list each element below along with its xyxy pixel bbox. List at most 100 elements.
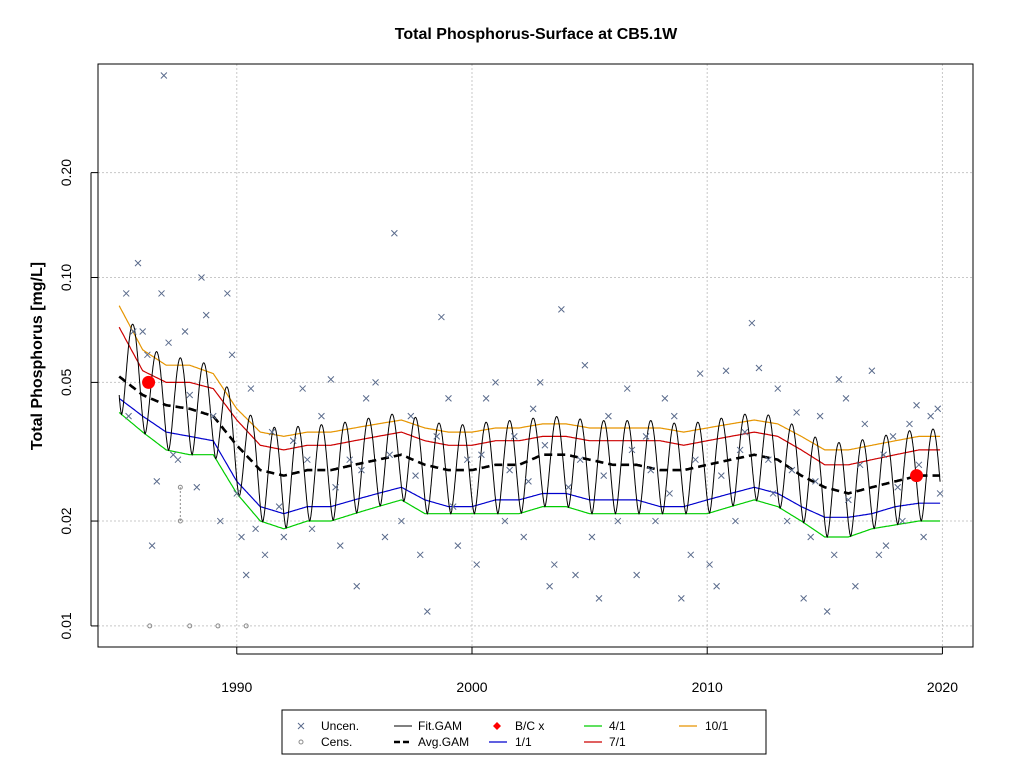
uncensored-point xyxy=(852,582,859,590)
uncensored-point xyxy=(692,456,699,464)
uncensored-point xyxy=(318,412,325,420)
baseline-current-point xyxy=(142,375,156,389)
uncensored-point xyxy=(433,433,441,440)
uncensored-point xyxy=(492,379,499,386)
uncensored-point xyxy=(181,328,189,335)
x-tick-label: 2020 xyxy=(927,679,958,695)
legend-uncen-marker xyxy=(297,722,305,730)
uncensored-point xyxy=(478,451,485,459)
uncensored-point xyxy=(398,517,405,525)
uncensored-point xyxy=(687,551,695,559)
uncensored-point xyxy=(628,446,636,454)
uncensored-point xyxy=(732,517,739,525)
uncensored-point xyxy=(807,533,815,541)
uncensored-point xyxy=(661,394,669,402)
legend-10-1-label: 10/1 xyxy=(705,719,729,733)
legend-box xyxy=(281,709,767,755)
uncensored-point xyxy=(835,376,843,383)
uncensored-point xyxy=(125,412,132,420)
uncensored-point xyxy=(280,533,288,541)
uncensored-point xyxy=(546,582,553,590)
legend: Uncen. Cens. Fit.GAM Avg.GAM B/C x 1/1 4/1 7/1 1… xyxy=(281,709,767,755)
uncensored-point xyxy=(936,490,944,497)
uncensored-point xyxy=(595,594,603,602)
uncensored-point xyxy=(308,525,316,533)
censored-point xyxy=(215,623,221,629)
uncensored-point xyxy=(463,456,471,464)
uncensored-point xyxy=(915,461,923,469)
y-tick-label: 0.05 xyxy=(58,369,74,396)
uncensored-point xyxy=(520,533,528,541)
uncensored-point xyxy=(209,412,217,420)
uncensored-point xyxy=(139,328,147,335)
uncensored-point xyxy=(501,517,509,525)
censored-point xyxy=(243,623,249,629)
legend-cens-marker xyxy=(298,739,304,745)
uncensored-point xyxy=(558,306,565,313)
legend-7-1-label: 7/1 xyxy=(609,735,626,749)
uncensored-point xyxy=(755,364,763,372)
uncensored-point xyxy=(706,561,713,568)
uncensored-point xyxy=(717,472,725,479)
uncensored-point xyxy=(261,551,269,559)
uncensored-point xyxy=(224,290,231,297)
uncensored-point xyxy=(623,385,631,392)
x-tick-label: 2010 xyxy=(692,679,723,695)
uncensored-point xyxy=(289,437,297,445)
uncensored-point xyxy=(844,496,852,504)
uncensored-point xyxy=(765,456,772,464)
uncensored-point xyxy=(228,351,236,359)
uncensored-point xyxy=(652,517,659,525)
uncensored-point xyxy=(842,394,850,402)
uncensored-point xyxy=(868,367,876,375)
uncensored-point xyxy=(160,72,168,79)
uncensored-point xyxy=(529,405,537,413)
points xyxy=(122,72,944,629)
series-fit-gam xyxy=(118,323,941,538)
uncensored-point xyxy=(332,483,339,491)
legend-1-1-label: 1/1 xyxy=(515,735,532,749)
uncensored-point xyxy=(386,451,394,459)
y-tick-label: 0.20 xyxy=(58,159,74,186)
uncensored-point xyxy=(202,311,210,319)
legend-avg-label: Avg.GAM xyxy=(418,735,469,749)
uncensored-point xyxy=(186,391,194,399)
series-1-1 xyxy=(118,397,941,518)
uncensored-point xyxy=(642,433,650,440)
uncensored-point xyxy=(216,517,224,525)
censored-point xyxy=(147,623,153,629)
series-10-1 xyxy=(118,305,941,451)
uncensored-point xyxy=(247,385,255,392)
plot-area xyxy=(97,63,974,648)
uncensored-point xyxy=(336,542,344,549)
uncensored-point xyxy=(913,401,920,409)
uncensored-point xyxy=(823,608,831,615)
uncensored-point xyxy=(722,367,730,375)
uncensored-point xyxy=(550,561,558,568)
uncensored-point xyxy=(816,412,824,420)
uncensored-point xyxy=(275,503,283,510)
legend-bc-marker xyxy=(493,722,501,730)
uncensored-point xyxy=(233,490,241,497)
uncensored-point xyxy=(372,379,379,386)
series-avg-gam xyxy=(118,375,941,495)
uncensored-point xyxy=(412,472,419,479)
uncensored-point xyxy=(327,376,335,383)
uncensored-point xyxy=(633,571,640,579)
legend-4-1-label: 4/1 xyxy=(609,719,626,733)
uncensored-point xyxy=(303,456,311,464)
uncensored-point xyxy=(788,466,796,474)
uncensored-point xyxy=(614,517,622,525)
uncensored-point xyxy=(581,361,589,369)
uncensored-point xyxy=(169,451,177,459)
uncensored-point xyxy=(793,409,800,416)
uncensored-point xyxy=(588,533,596,541)
y-tick-label: 0.10 xyxy=(58,264,74,291)
chart-title: Total Phosphorus-Surface at CB5.1W xyxy=(395,26,678,43)
uncensored-point xyxy=(894,483,902,491)
uncensored-point xyxy=(144,351,151,359)
uncensored-point xyxy=(774,385,782,392)
uncensored-point xyxy=(861,420,869,428)
uncensored-point xyxy=(362,394,370,402)
